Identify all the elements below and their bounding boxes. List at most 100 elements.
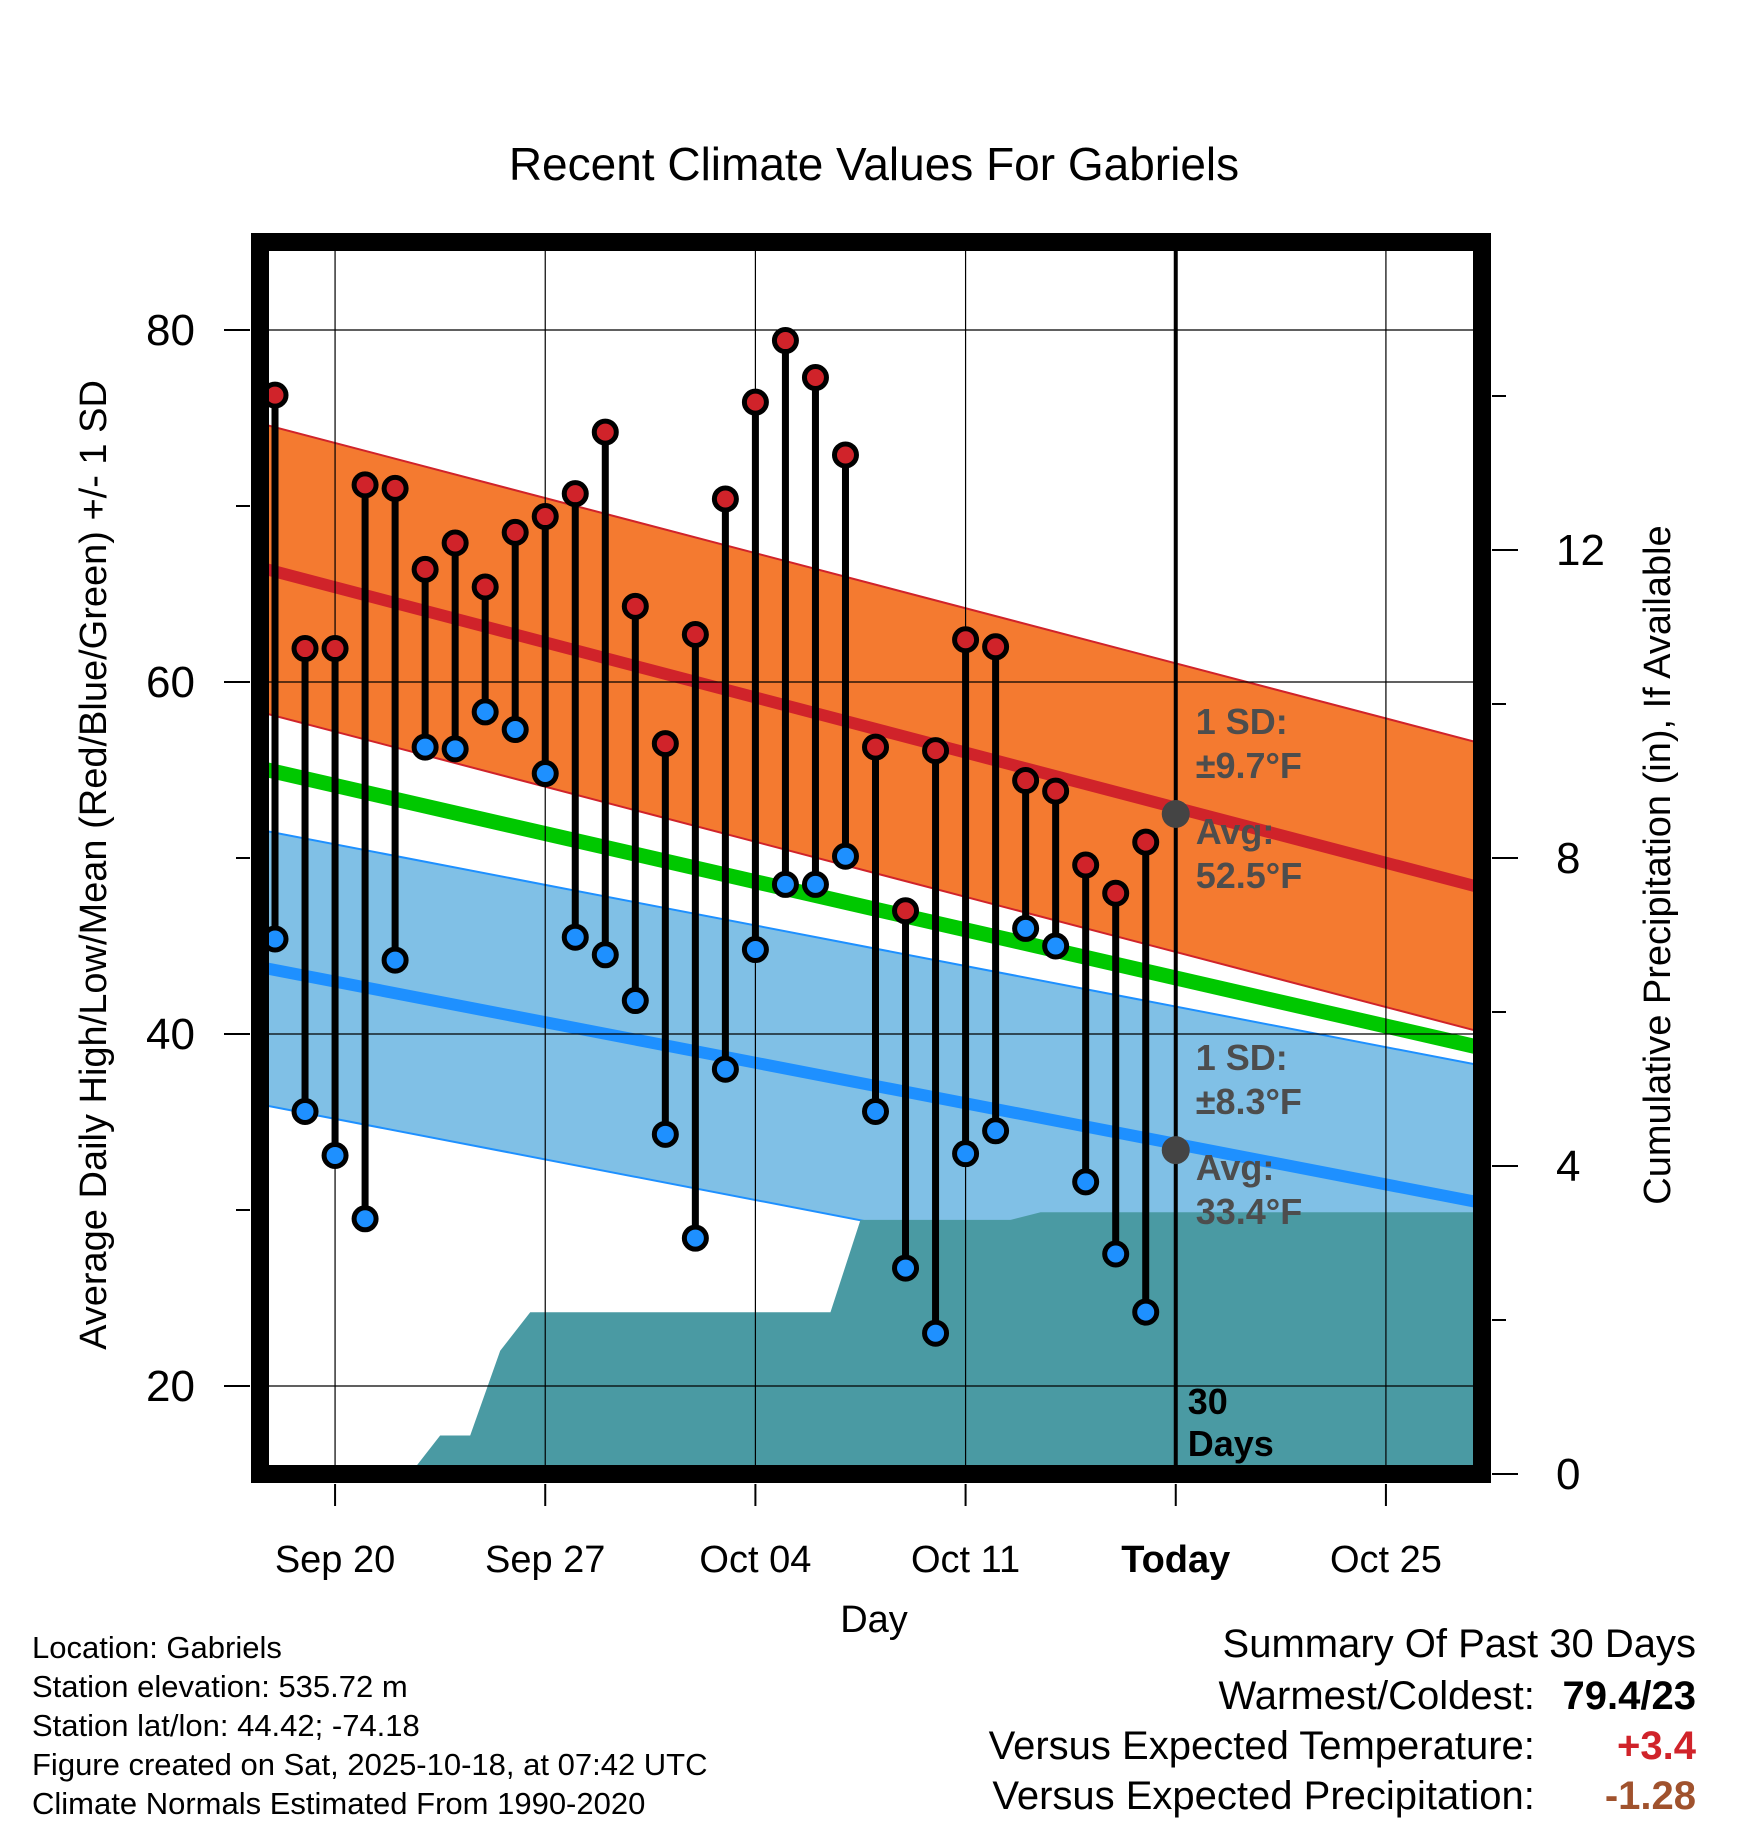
daily-low-point [952, 1140, 980, 1168]
daily-high-point [531, 503, 559, 531]
daily-high-point [711, 485, 739, 513]
summary-temp-row: Versus Expected Temperature: +3.4 [989, 1724, 1696, 1769]
daily-high-point [1012, 767, 1040, 795]
daily-high-point [321, 635, 349, 663]
daily-low-point [982, 1117, 1010, 1145]
daily-high-point [591, 418, 619, 446]
precip-area [410, 1212, 1482, 1474]
station-info: Location: Gabriels Station elevation: 53… [32, 1628, 708, 1823]
mean-normal-line [260, 760, 1482, 1056]
daily-low-point [1102, 1240, 1130, 1268]
days-label-number: 30 [1188, 1381, 1228, 1422]
daily-low-point [922, 1319, 950, 1347]
daily-low-point [411, 733, 439, 761]
plot-frame [251, 233, 1491, 1483]
daily-high-point [621, 592, 649, 620]
chart-title: Recent Climate Values For Gabriels [509, 138, 1239, 190]
daily-high-point [1102, 879, 1130, 907]
y-tick-label: 40 [146, 1010, 195, 1059]
high-sd-value: ±9.7°F [1196, 745, 1302, 786]
daily-low-point [441, 735, 469, 763]
station-elevation: Station elevation: 535.72 m [32, 1669, 408, 1704]
daily-low-point [651, 1120, 679, 1148]
daily-high-point [1132, 828, 1160, 856]
y2-axis-label: Cumulative Precipitation (in), If Availa… [1637, 525, 1679, 1204]
daily-low-point [471, 698, 499, 726]
daily-high-point [922, 737, 950, 765]
y2-tick-label: 8 [1556, 834, 1580, 883]
daily-high-point [651, 730, 679, 758]
summary-precip-value: -1.28 [1604, 1774, 1696, 1818]
daily-high-point [471, 573, 499, 601]
daily-high-point [561, 480, 589, 508]
summary-title: Summary Of Past 30 Days [1222, 1622, 1696, 1666]
daily-low-point [621, 987, 649, 1015]
high-avg-label: Avg: [1196, 811, 1275, 852]
daily-low-point [351, 1205, 379, 1233]
daily-high-point [441, 529, 469, 557]
daily-low-point [291, 1097, 319, 1125]
daily-low-point [501, 716, 529, 744]
daily-low-point [1042, 932, 1070, 960]
low-sd-value: ±8.3°F [1196, 1081, 1302, 1122]
y2-tick-label: 4 [1556, 1142, 1580, 1191]
daily-high-point [291, 635, 319, 663]
y-tick-label: 80 [146, 306, 195, 355]
station-location: Location: Gabriels [32, 1630, 282, 1665]
x-tick-label: Oct 04 [699, 1539, 811, 1581]
summary-precip-label: Versus Expected Precipitation: [992, 1774, 1535, 1818]
low-avg-label: Avg: [1196, 1147, 1275, 1188]
climate-normals-note: Climate Normals Estimated From 1990-2020 [32, 1786, 646, 1821]
high-avg-value: 52.5°F [1196, 855, 1302, 896]
daily-high-point [892, 897, 920, 925]
daily-low-point [801, 870, 829, 898]
summary-temp-value: +3.4 [1617, 1724, 1696, 1768]
summary-temp-label: Versus Expected Temperature: [988, 1724, 1535, 1768]
daily-low-point [771, 870, 799, 898]
daily-low-point [591, 941, 619, 969]
daily-low-point [531, 760, 559, 788]
daily-high-point [952, 626, 980, 654]
summary-precip-row: Versus Expected Precipitation: -1.28 [992, 1774, 1696, 1819]
summary-warmest-label: Warmest/Coldest: [1218, 1674, 1535, 1718]
summary-warmest-row: Warmest/Coldest: 79.4/23 [1219, 1674, 1697, 1719]
y-tick-label: 60 [146, 658, 195, 707]
daily-high-point [501, 518, 529, 546]
high-normal-line [260, 561, 1482, 894]
low-sd-label: 1 SD: [1196, 1037, 1288, 1078]
low-normal-line [260, 961, 1482, 1209]
daily-low-point [1132, 1298, 1160, 1326]
x-tick-label: Today [1121, 1539, 1230, 1581]
daily-low-point [892, 1254, 920, 1282]
daily-high-point [862, 733, 890, 761]
daily-high-point [1072, 851, 1100, 879]
figure-created: Figure created on Sat, 2025-10-18, at 07… [32, 1747, 708, 1782]
daily-low-point [381, 946, 409, 974]
daily-low-point [681, 1224, 709, 1252]
summary-warmest-value: 79.4/23 [1562, 1674, 1696, 1718]
y-axis-label: Average Daily High/Low/Mean (Red/Blue/Gr… [73, 380, 115, 1350]
low-avg-value: 33.4°F [1196, 1191, 1302, 1232]
daily-low-point [561, 923, 589, 951]
x-axis-label: Day [840, 1599, 908, 1641]
daily-low-point [741, 936, 769, 964]
daily-high-point [351, 471, 379, 499]
daily-high-point [771, 327, 799, 355]
y2-tick-label: 12 [1556, 526, 1605, 575]
x-tick-label: Sep 20 [275, 1539, 395, 1581]
x-tick-label: Oct 11 [911, 1539, 1020, 1581]
daily-high-point [801, 364, 829, 392]
low-avg-marker [1161, 1136, 1190, 1165]
daily-low-point [862, 1097, 890, 1125]
daily-low-point [831, 842, 859, 870]
daily-low-point [1012, 914, 1040, 942]
daily-high-point [411, 555, 439, 583]
daily-high-point [831, 441, 859, 469]
daily-low-point [321, 1141, 349, 1169]
daily-low-point [711, 1055, 739, 1083]
daily-high-point [1042, 777, 1070, 805]
daily-high-point [741, 388, 769, 416]
